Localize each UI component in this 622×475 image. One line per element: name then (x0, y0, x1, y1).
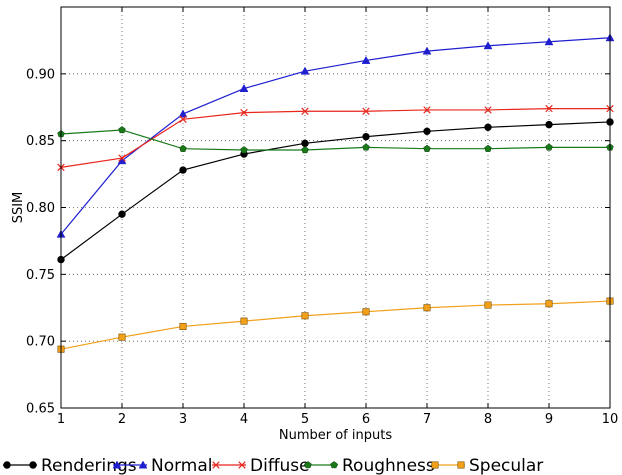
data-point-roughness (179, 144, 187, 152)
legend-label-normal: Normal (151, 456, 213, 475)
legend-label-roughness: Roughness (342, 456, 435, 475)
legend-marker (304, 461, 312, 469)
data-point-specular (240, 317, 248, 325)
data-point-roughness (240, 146, 248, 154)
y-tick-label: 0.65 (26, 402, 55, 417)
data-point-diffuse (301, 107, 309, 115)
x-tick-label: 2 (118, 412, 126, 427)
series-normal (56, 33, 615, 238)
x-tick-label: 7 (423, 412, 431, 427)
grid (60, 7, 611, 409)
data-point-renderings (545, 120, 553, 129)
legend-marker (238, 461, 246, 469)
data-point-normal (300, 66, 310, 75)
data-point-specular (545, 300, 553, 308)
data-point-normal (422, 46, 432, 55)
data-point-diffuse (423, 106, 431, 114)
series-specular (57, 297, 614, 353)
data-point-specular (179, 322, 187, 330)
legend-label-diffuse: Diffuse (250, 456, 310, 475)
x-tick-label: 3 (179, 412, 187, 427)
legend-label-specular: Specular (469, 456, 543, 475)
legend-item-diffuse: Diffuse (212, 456, 310, 475)
y-tick-label: 0.85 (26, 134, 55, 149)
plot-area-frame (60, 6, 611, 409)
x-tick-label: 6 (362, 412, 370, 427)
data-point-specular (118, 333, 126, 341)
x-tick-label: 9 (545, 412, 553, 427)
data-point-roughness (545, 143, 553, 151)
legend-marker (138, 460, 148, 469)
x-tick-label: 4 (240, 412, 248, 427)
y-tick-label: 0.80 (26, 201, 55, 216)
data-point-roughness (362, 143, 370, 151)
legend-item-renderings: Renderings (3, 456, 137, 475)
legend-label-renderings: Renderings (41, 456, 137, 475)
legend-marker (457, 461, 465, 469)
data-point-diffuse (362, 107, 370, 115)
legend: Renderings Normal Diffuse Roughness Specular (3, 456, 543, 475)
y-tick-label: 0.70 (26, 335, 55, 350)
x-axis-label: Number of inputs (279, 428, 392, 443)
data-point-diffuse (240, 108, 248, 117)
data-point-specular (484, 301, 492, 309)
series-lines (56, 33, 615, 353)
legend-item-specular: Specular (431, 456, 543, 475)
data-point-renderings (423, 127, 431, 136)
series-line-roughness (60, 129, 610, 151)
data-point-specular (423, 304, 431, 312)
data-point-renderings (301, 139, 309, 148)
x-tick-label: 8 (484, 412, 492, 427)
data-point-normal (361, 55, 371, 64)
series-line-diffuse (60, 107, 610, 168)
series-line-renderings (60, 121, 611, 261)
legend-marker (112, 460, 122, 469)
legend-marker (330, 461, 338, 469)
x-tick-label: 10 (602, 412, 619, 427)
data-point-normal (178, 109, 188, 118)
legend-marker (29, 461, 37, 469)
legend-marker (431, 461, 439, 469)
data-point-normal (544, 37, 554, 46)
data-point-roughness (484, 144, 492, 152)
series-diffuse (57, 104, 614, 172)
data-point-roughness (118, 126, 126, 134)
data-point-renderings (362, 132, 370, 141)
legend-marker (212, 461, 220, 469)
data-point-renderings (484, 123, 492, 132)
x-tick-label: 1 (57, 412, 65, 427)
series-line-normal (60, 37, 611, 235)
data-point-diffuse (545, 104, 553, 113)
data-point-normal (483, 41, 493, 50)
data-point-normal (239, 84, 249, 92)
data-point-diffuse (118, 154, 126, 162)
data-point-roughness (423, 144, 431, 152)
data-point-renderings (118, 210, 126, 218)
data-point-diffuse (484, 106, 492, 114)
series-line-specular (60, 300, 611, 350)
data-point-renderings (179, 166, 187, 174)
data-point-specular (362, 308, 370, 316)
data-point-specular (301, 312, 309, 320)
y-tick-label: 0.90 (26, 67, 55, 82)
y-tick-label: 0.75 (26, 268, 55, 283)
legend-item-normal: Normal (112, 456, 213, 475)
legend-marker (3, 461, 11, 469)
legend-item-roughness: Roughness (304, 456, 435, 475)
data-point-diffuse (179, 115, 187, 124)
data-point-roughness (301, 146, 309, 154)
x-tick-label: 5 (301, 412, 309, 427)
axis-ticks: 1 2 3 4 5 6 7 8 9 10 0.65 0.70 0.75 0.80 0.85 0.90 (26, 7, 618, 427)
y-axis-label: SSIM (11, 192, 26, 224)
